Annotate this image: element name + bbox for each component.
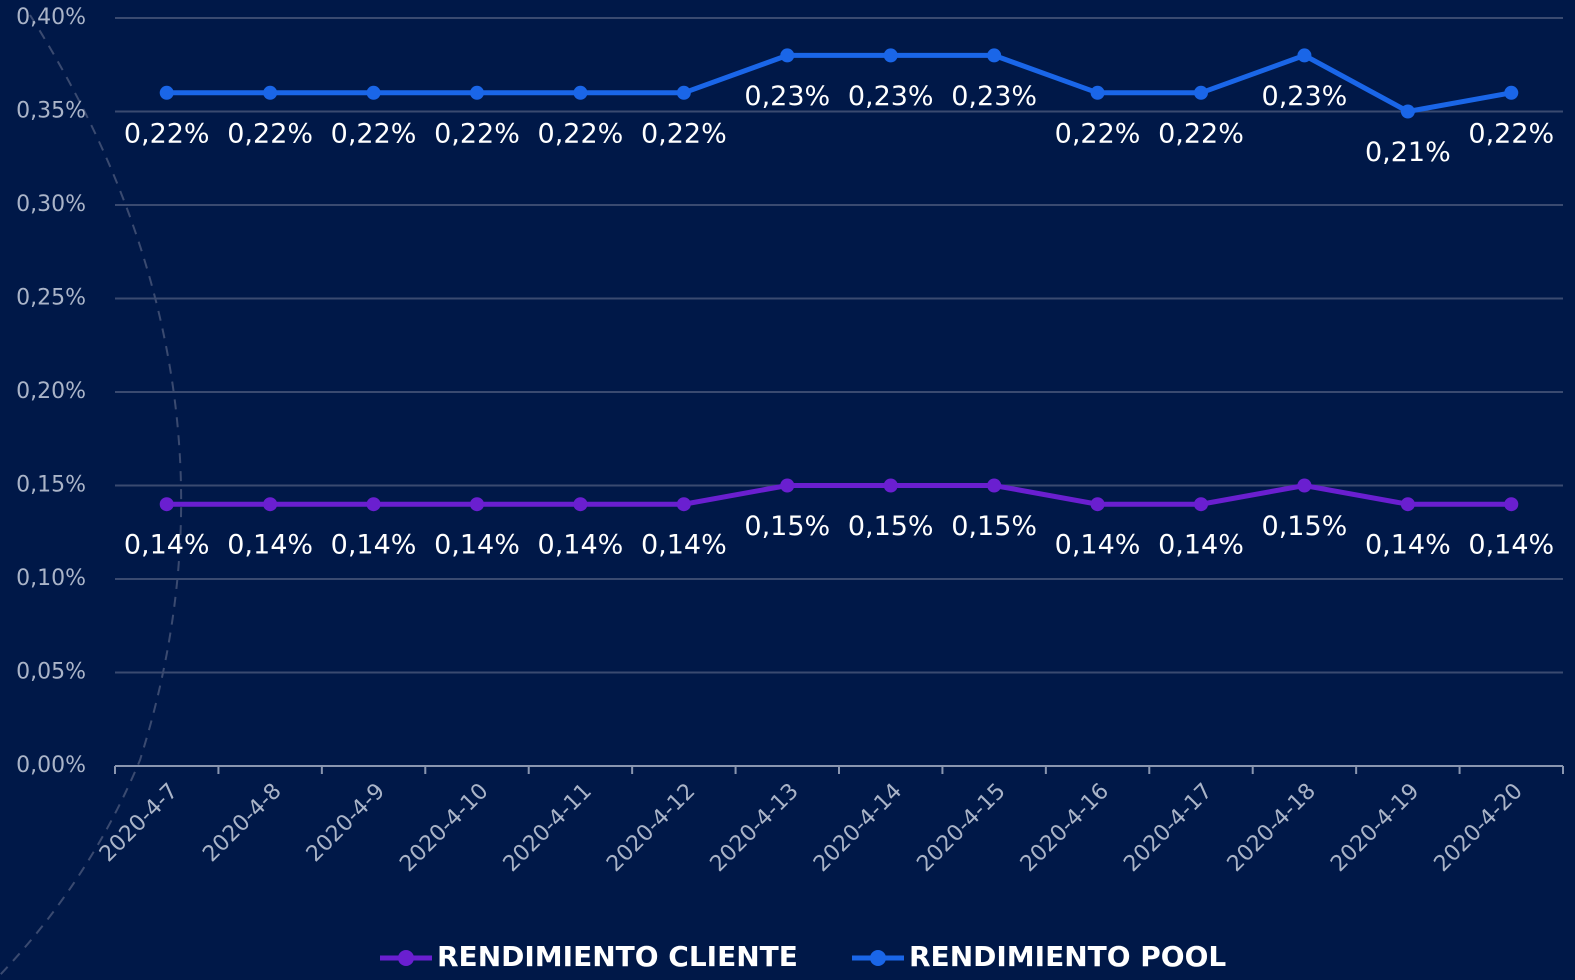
x-tick-label: 2020-4-10 bbox=[395, 779, 493, 877]
y-tick-label: 0,05% bbox=[16, 660, 86, 685]
data-label: 0,14% bbox=[331, 530, 417, 561]
x-tick-label: 2020-4-17 bbox=[1119, 779, 1217, 877]
point bbox=[987, 478, 1002, 493]
data-label: 0,22% bbox=[1468, 118, 1554, 149]
data-label: 0,15% bbox=[951, 511, 1037, 542]
data-label: 0,23% bbox=[744, 81, 830, 112]
y-tick-label: 0,35% bbox=[16, 99, 86, 124]
legend-marker bbox=[398, 950, 414, 966]
data-label: 0,22% bbox=[434, 118, 520, 149]
data-label: 0,14% bbox=[434, 530, 520, 561]
data-label: 0,14% bbox=[1365, 530, 1451, 561]
data-label: 0,22% bbox=[124, 118, 210, 149]
point bbox=[1297, 48, 1312, 63]
data-label: 0,14% bbox=[1468, 530, 1554, 561]
data-label: 0,23% bbox=[1262, 81, 1348, 112]
y-tick-label: 0,00% bbox=[16, 753, 86, 778]
point bbox=[987, 48, 1002, 63]
x-tick-label: 2020-4-8 bbox=[198, 779, 286, 867]
series-line bbox=[166, 482, 1512, 507]
y-tick-label: 0,15% bbox=[16, 473, 86, 498]
legend-label: RENDIMIENTO POOL bbox=[909, 940, 1226, 973]
series-line bbox=[166, 52, 1512, 115]
point bbox=[470, 85, 484, 100]
x-tick-label: 2020-4-11 bbox=[499, 779, 597, 877]
data-label: 0,15% bbox=[744, 511, 830, 542]
data-label: 0,14% bbox=[538, 530, 624, 561]
point bbox=[676, 85, 691, 100]
data-label: 0,14% bbox=[641, 530, 727, 561]
point bbox=[780, 48, 795, 63]
data-label: 0,15% bbox=[1262, 511, 1348, 542]
data-label: 0,22% bbox=[538, 118, 624, 149]
y-tick-label: 0,10% bbox=[16, 566, 86, 591]
point bbox=[1400, 104, 1415, 119]
data-label: 0,22% bbox=[641, 118, 727, 149]
point bbox=[263, 497, 278, 512]
data-label: 0,22% bbox=[1158, 118, 1244, 149]
y-tick-label: 0,40% bbox=[16, 5, 86, 30]
point bbox=[366, 497, 381, 512]
point bbox=[159, 85, 174, 100]
data-label: 0,22% bbox=[331, 118, 417, 149]
point bbox=[676, 497, 691, 512]
y-tick-label: 0,20% bbox=[16, 379, 86, 404]
data-label: 0,14% bbox=[1055, 530, 1141, 561]
data-label: 0,14% bbox=[227, 530, 313, 561]
data-label: 0,22% bbox=[227, 118, 313, 149]
point bbox=[1194, 497, 1208, 512]
point bbox=[1504, 497, 1519, 512]
x-tick-label: 2020-4-13 bbox=[706, 779, 804, 877]
x-tick-label: 2020-4-19 bbox=[1326, 779, 1424, 877]
point bbox=[159, 497, 174, 512]
point bbox=[470, 497, 484, 512]
data-label: 0,23% bbox=[848, 81, 934, 112]
legend-label: RENDIMIENTO CLIENTE bbox=[437, 940, 798, 973]
x-tick-label: 2020-4-14 bbox=[809, 779, 907, 877]
point bbox=[1194, 85, 1208, 100]
point bbox=[263, 85, 278, 100]
point bbox=[1090, 85, 1105, 100]
point bbox=[883, 48, 898, 63]
decor-arc bbox=[0, 14, 183, 976]
point bbox=[1297, 478, 1312, 493]
data-label: 0,15% bbox=[848, 511, 934, 542]
data-label: 0,14% bbox=[124, 530, 210, 561]
y-tick-label: 0,25% bbox=[16, 286, 86, 311]
legend-marker bbox=[870, 950, 886, 966]
data-label: 0,14% bbox=[1158, 530, 1244, 561]
data-label: 0,21% bbox=[1365, 137, 1451, 168]
x-tick-label: 2020-4-16 bbox=[1016, 779, 1114, 877]
point bbox=[573, 85, 588, 100]
x-tick-label: 2020-4-18 bbox=[1223, 779, 1321, 877]
data-label: 0,23% bbox=[951, 81, 1037, 112]
x-tick-label: 2020-4-20 bbox=[1430, 779, 1528, 877]
point bbox=[780, 478, 795, 493]
data-label: 0,22% bbox=[1055, 118, 1141, 149]
x-tick-label: 2020-4-7 bbox=[95, 779, 183, 867]
x-tick-label: 2020-4-9 bbox=[302, 779, 390, 867]
y-tick-label: 0,30% bbox=[16, 192, 86, 217]
x-tick-label: 2020-4-15 bbox=[912, 779, 1010, 877]
point bbox=[883, 478, 898, 493]
x-tick-label: 2020-4-12 bbox=[602, 779, 700, 877]
point bbox=[573, 497, 588, 512]
point bbox=[1400, 497, 1415, 512]
point bbox=[366, 85, 381, 100]
point bbox=[1090, 497, 1105, 512]
point bbox=[1504, 85, 1519, 100]
